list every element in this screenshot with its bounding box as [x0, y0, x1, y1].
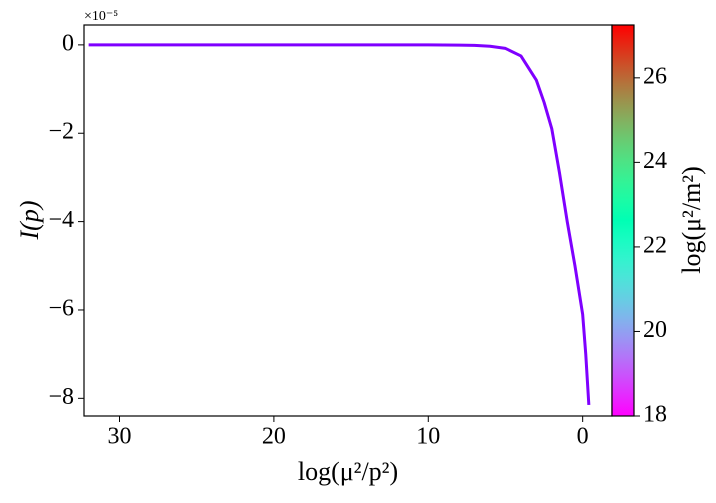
y-tick-label: −4	[48, 207, 74, 233]
colorbar-tick-label: 24	[643, 148, 667, 174]
x-tick-label: 10	[416, 424, 440, 450]
colorbar-tick-label: 22	[643, 232, 667, 258]
series-line	[88, 43, 591, 406]
x-tick-label: 20	[262, 424, 286, 450]
plot-frame	[83, 24, 613, 417]
x-tick-label: 30	[108, 424, 132, 450]
y-tick-label: 0	[62, 30, 74, 56]
y-tick-label: −6	[48, 295, 74, 321]
colorbar-tick-label: 26	[643, 63, 667, 89]
y-tick-label: −2	[48, 119, 74, 145]
x-axis-label: log(μ²/p²)	[298, 457, 398, 486]
x-tick-label: 0	[577, 424, 589, 450]
y-offset-label: ×10⁻⁵	[84, 9, 118, 24]
y-tick-label: −8	[48, 384, 74, 410]
colorbar	[611, 24, 635, 417]
colorbar-tick-label: 20	[643, 317, 667, 343]
colorbar-tick-label: 18	[643, 402, 667, 428]
colorbar-label: log(μ²/m²)	[677, 166, 706, 274]
y-axis-label: I(p)	[15, 201, 44, 241]
